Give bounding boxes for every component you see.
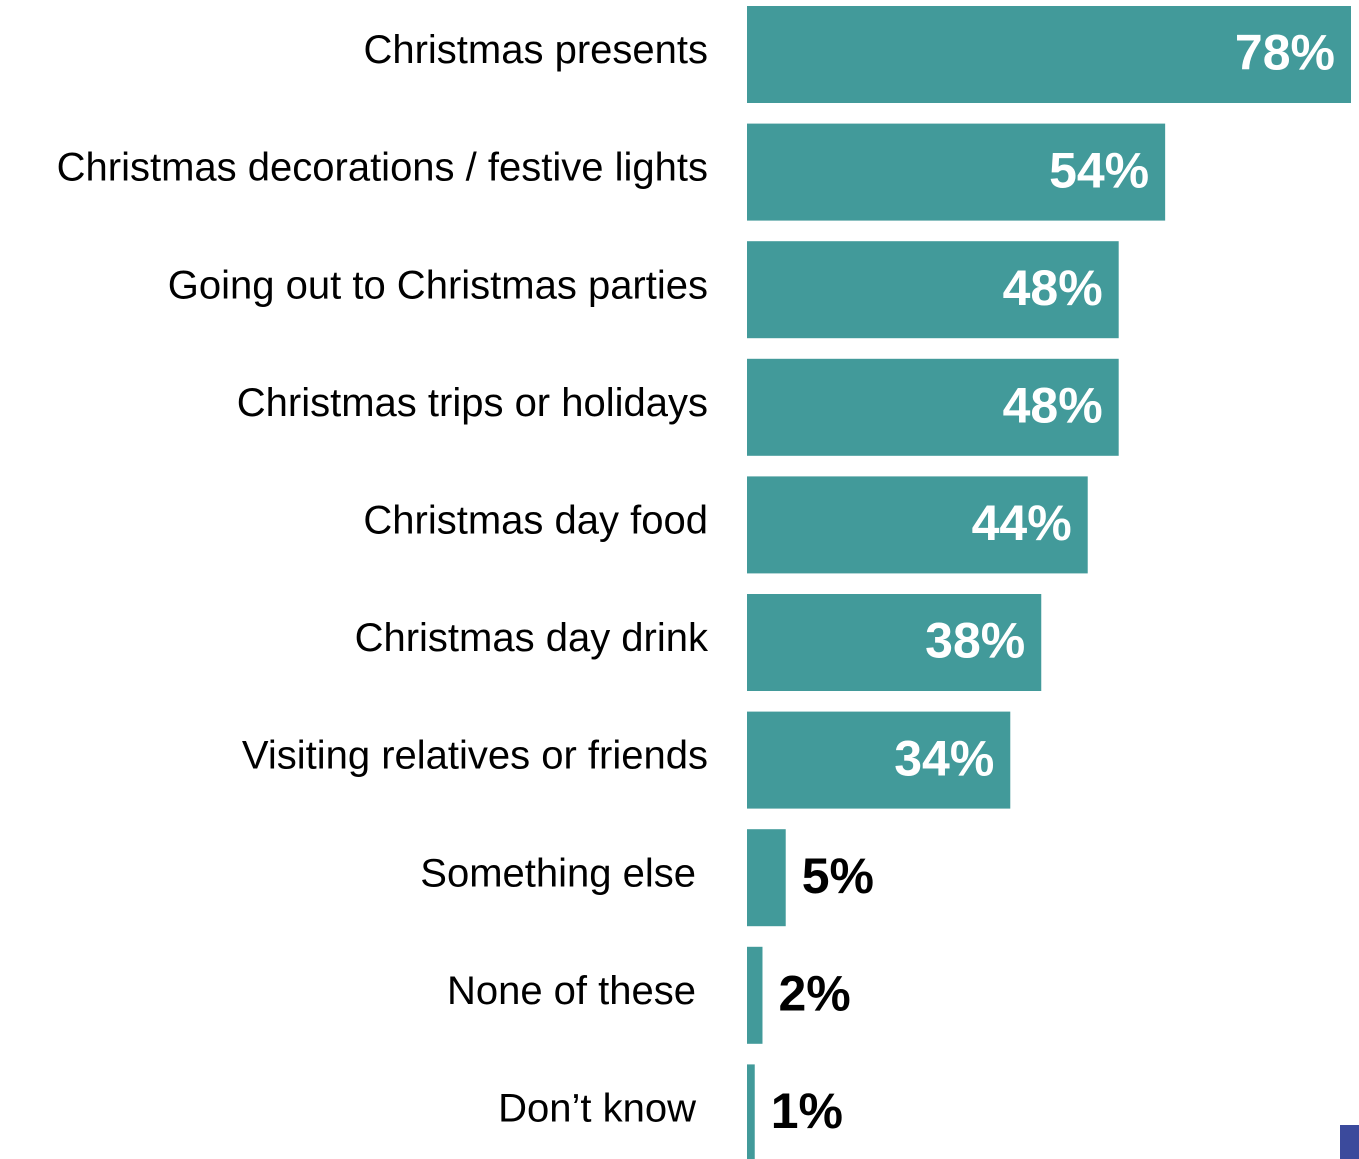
bar xyxy=(747,1064,755,1159)
value-label: 2% xyxy=(778,966,850,1022)
value-label: 54% xyxy=(1049,142,1149,198)
category-label: Visiting relatives or friends xyxy=(242,734,708,778)
value-label: 1% xyxy=(771,1083,843,1139)
bar xyxy=(747,476,1088,574)
category-label: None of these xyxy=(447,969,696,1013)
bar xyxy=(747,946,763,1044)
bar xyxy=(747,711,1011,809)
value-label: 78% xyxy=(1235,25,1335,81)
corner-marker xyxy=(1340,1125,1359,1159)
bar xyxy=(747,6,1351,103)
value-label: 38% xyxy=(925,613,1025,669)
category-label: Christmas decorations / festive lights xyxy=(57,146,708,190)
category-label: Christmas day drink xyxy=(355,616,709,660)
category-label: Christmas day food xyxy=(363,498,708,542)
value-label: 34% xyxy=(894,730,994,786)
category-label: Christmas presents xyxy=(363,28,708,72)
category-label: Something else xyxy=(420,851,696,895)
category-label: Don’t know xyxy=(498,1086,696,1130)
bars-layer: Christmas presents 78% Christmas decoratio… xyxy=(57,6,1351,1159)
bar xyxy=(747,123,1166,221)
bar xyxy=(747,241,1119,339)
bar xyxy=(747,829,786,927)
value-label: 48% xyxy=(1003,378,1103,434)
bar xyxy=(747,358,1119,456)
value-label: 5% xyxy=(802,848,874,904)
bar xyxy=(747,594,1042,691)
value-label: 44% xyxy=(972,495,1072,551)
value-label: 48% xyxy=(1003,260,1103,316)
category-label: Going out to Christmas parties xyxy=(168,263,708,307)
category-label: Christmas trips or holidays xyxy=(237,381,708,425)
